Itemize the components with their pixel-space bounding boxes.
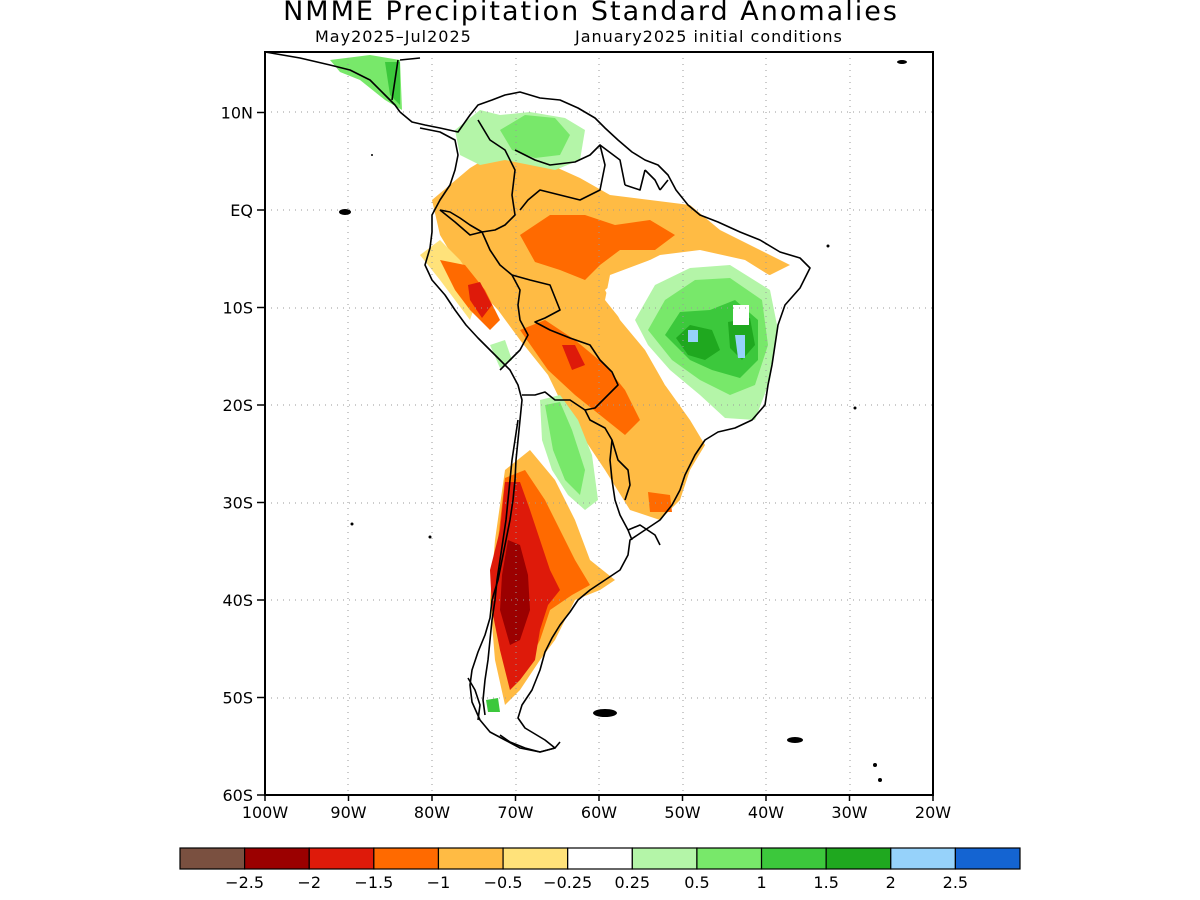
anomaly-red-bolivia [562,345,585,370]
anomaly-green-paraguay [545,402,585,495]
anomaly-red-peru [468,282,492,318]
lon-tick-label: 40W [748,803,784,822]
border-brazil-peru-bolivia [511,274,619,411]
colorbar-label: 1 [756,873,766,892]
longitude-labels: 100W 90W 80W 70W 60W 50W 40W 30W 20W [242,803,951,822]
coast-tierra-del-fuego [467,677,561,753]
colorbar-label: 0.25 [614,873,650,892]
lon-tick-label: 70W [497,803,533,822]
anomaly-green-venezuela [500,115,570,158]
colorbar-label: −2 [297,873,321,892]
anomaly-field [330,55,790,712]
anomaly-orange-south-brazil [648,492,672,512]
border-venezuela [514,144,606,211]
anomaly-dark-green-brazil [676,325,720,360]
axis-ticks [257,111,934,801]
colorbar-label: −2.5 [225,873,264,892]
colorbar-label: 0.5 [684,873,709,892]
colorbar-swatch [373,847,440,870]
colorbar-labels: −2.5 −2 −1.5 −1 −0.5 −0.25 0.25 0.5 1 1.5 2 2.5 [225,873,968,892]
anomaly-light-blue-brazil [688,330,745,358]
colorbar-swatch [502,847,569,870]
colorbar-swatch [308,847,375,870]
colorbar-swatch [437,847,504,870]
border-chile-argentina [482,419,519,716]
islands [339,60,907,782]
colorbar-swatch [244,847,310,870]
colorbar-swatch [567,847,633,870]
lon-tick-label: 20W [915,803,951,822]
colorbar-label: −1 [427,873,451,892]
colorbar-label: 2 [886,873,896,892]
colorbar-label: 2.5 [943,873,968,892]
lat-tick-label: 60S [222,786,253,805]
anomaly-orange-bolivia [520,320,640,435]
lat-tick-label: 10N [221,104,253,123]
colorbar-swatch [954,847,1021,870]
colorbar [179,847,1021,870]
lon-tick-label: 90W [330,803,366,822]
anomaly-light-green-andes [490,340,512,368]
colorbar-label: 1.5 [813,873,838,892]
anomaly-orange-amazon [520,215,675,280]
anomaly-dark-red-south [500,540,530,645]
colorbar-swatch [696,847,763,870]
initial-conditions: January2025 initial conditions [575,27,843,46]
latitude-labels: 10N EQ 10S 20S 30S 40S 50S 60S [221,104,253,806]
lon-tick-label: 30W [831,803,867,822]
lat-tick-label: 20S [222,396,253,415]
lat-tick-label: 40S [222,591,253,610]
colorbar-label: −0.25 [543,873,592,892]
colorbar-swatch [890,847,956,870]
lat-tick-label: 10S [222,299,253,318]
anomaly-green-patagonia [486,698,500,712]
anomaly-missing-cell [733,305,749,325]
colorbar-label: −1.5 [354,873,393,892]
colorbar-swatch [631,847,698,870]
lat-tick-label: EQ [230,201,253,220]
lat-tick-label: 30S [222,494,253,513]
border-colombia [439,119,516,233]
border-bolivia-paraguay-argentina [522,391,631,501]
lon-tick-label: 50W [664,803,700,822]
anomaly-light-orange-north [432,150,790,520]
colorbar-swatch [825,847,892,870]
border-guianas [599,144,669,191]
border-ecuador-peru [439,209,529,371]
border-brazil-uruguay [627,524,661,546]
colorbar-swatch [179,847,246,870]
lon-tick-label: 100W [242,803,289,822]
lat-tick-label: 50S [222,689,253,708]
colorbar-label: −0.5 [484,873,523,892]
lon-tick-label: 80W [414,803,450,822]
lon-tick-label: 60W [581,803,617,822]
coastline-south-america [399,91,811,753]
map-title: NMME Precipitation Standard Anomalies [283,0,899,27]
coastline-central-america [265,52,421,113]
coastlines [265,52,811,753]
colorbar-swatch [760,847,827,870]
forecast-period: May2025–Jul2025 [315,27,472,46]
